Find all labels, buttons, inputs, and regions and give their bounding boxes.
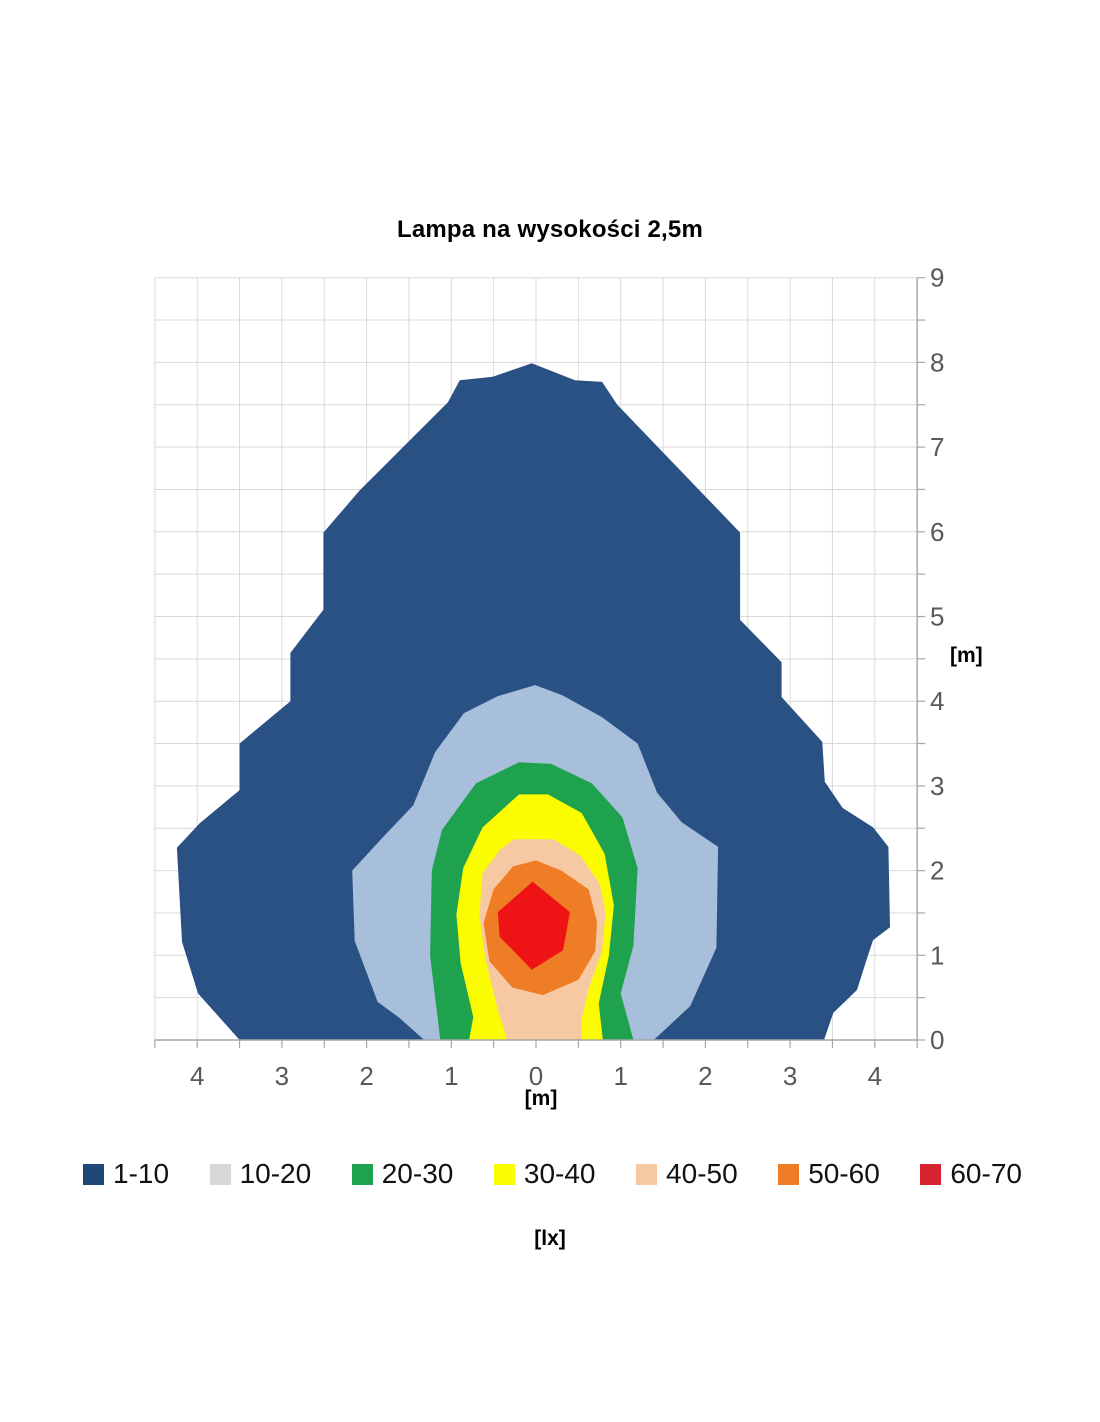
x-tick-label: 4 — [190, 1061, 204, 1091]
y-axis-unit-label: [m] — [950, 644, 983, 667]
legend-swatch-icon — [83, 1163, 104, 1185]
x-tick-label: 1 — [444, 1061, 458, 1091]
y-tick-label: 2 — [930, 856, 944, 886]
legend-label: 1-10 — [113, 1158, 170, 1189]
band-60-70-lx — [497, 881, 570, 970]
tick-marks — [154, 277, 926, 1048]
x-tick-label: 3 — [783, 1061, 797, 1091]
legend-label: 40-50 — [666, 1158, 738, 1189]
y-tick-label: 0 — [930, 1025, 944, 1055]
tick-labels: 4 3 2 1 0 1 2 3 4 0 1 2 3 4 5 6 7 8 9 — [190, 263, 945, 1091]
legend: 1-10 10-20 20-30 30-40 40-50 50-60 60-70 — [83, 1158, 1022, 1190]
x-tick-label: 3 — [275, 1061, 289, 1091]
legend-swatch-icon — [493, 1163, 515, 1185]
legend-swatch-icon — [351, 1163, 373, 1185]
legend-item-20-30-lx: 20-30 — [351, 1158, 454, 1190]
x-tick-label: 2 — [359, 1061, 373, 1091]
legend-unit-label: [lx] — [534, 1227, 566, 1250]
legend-label: 50-60 — [808, 1158, 880, 1189]
legend-item-50-60-lx: 50-60 — [778, 1158, 880, 1190]
x-tick-label: 0 — [529, 1061, 543, 1091]
legend-label: 20-30 — [381, 1158, 454, 1189]
y-tick-label: 9 — [930, 263, 944, 293]
legend-label: 10-20 — [239, 1158, 312, 1189]
legend-item-1-10-lx: 1-10 — [83, 1158, 169, 1190]
y-tick-label: 7 — [930, 432, 944, 462]
x-tick-label: 4 — [868, 1061, 882, 1091]
x-axis-unit-label: [m] — [524, 1087, 558, 1110]
legend-label: 30-40 — [523, 1158, 596, 1189]
y-tick-label: 3 — [930, 771, 944, 801]
legend-item-60-70-lx: 60-70 — [920, 1158, 1022, 1190]
legend-swatch-icon — [778, 1163, 800, 1185]
legend-swatch-icon — [636, 1163, 658, 1185]
legend-item-30-40-lx: 30-40 — [493, 1158, 596, 1190]
y-tick-label: 5 — [930, 602, 944, 632]
chart-title: Lampa na wysokości 2,5m — [396, 216, 704, 243]
y-tick-label: 1 — [930, 940, 944, 970]
x-tick-label: 1 — [613, 1061, 627, 1091]
legend-swatch-icon — [920, 1163, 942, 1185]
legend-item-10-20-lx: 10-20 — [209, 1158, 312, 1190]
x-tick-label: 2 — [698, 1061, 712, 1091]
legend-label: 60-70 — [950, 1158, 1022, 1189]
legend-item-40-50-lx: 40-50 — [636, 1158, 738, 1190]
y-tick-label: 4 — [930, 686, 944, 716]
y-tick-label: 6 — [930, 517, 944, 547]
contour-bands — [176, 363, 890, 1040]
legend-swatch-icon — [209, 1163, 231, 1185]
y-tick-label: 8 — [930, 347, 944, 377]
